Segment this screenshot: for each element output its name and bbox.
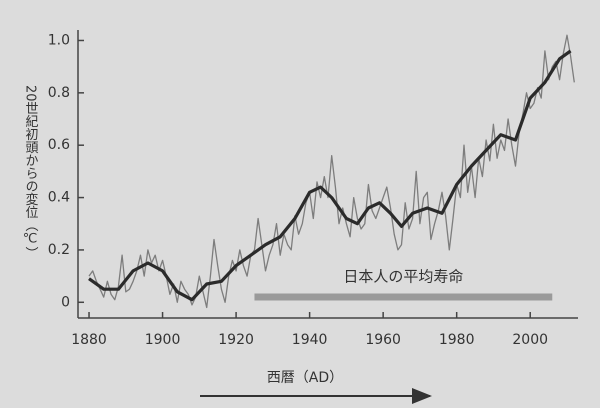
x-tick-label: 1960 (365, 332, 401, 348)
x-tick-label: 1940 (292, 332, 328, 348)
y-tick-label: 0 (61, 294, 70, 310)
y-tick-label: 1.0 (48, 32, 70, 48)
x-tick-label: 1900 (145, 332, 181, 348)
x-tick-label: 2000 (512, 332, 548, 348)
x-tick-label: 1880 (71, 332, 107, 348)
annotation-text: 日本人の平均寿命 (343, 268, 463, 286)
series-line (88, 34, 575, 309)
y-tick-label: 0.8 (48, 85, 70, 101)
x-tick-label: 1920 (218, 332, 254, 348)
x-axis-label: 西暦（AD） (267, 370, 343, 386)
y-tick-label: 0.6 (48, 137, 70, 153)
x-tick-label: 1980 (439, 332, 475, 348)
series-line (88, 49, 572, 302)
y-tick-label: 0.4 (48, 190, 70, 206)
y-axis-label: 20世紀初頭からの変位（℃） (23, 85, 39, 260)
y-tick-label: 0.2 (48, 242, 70, 258)
